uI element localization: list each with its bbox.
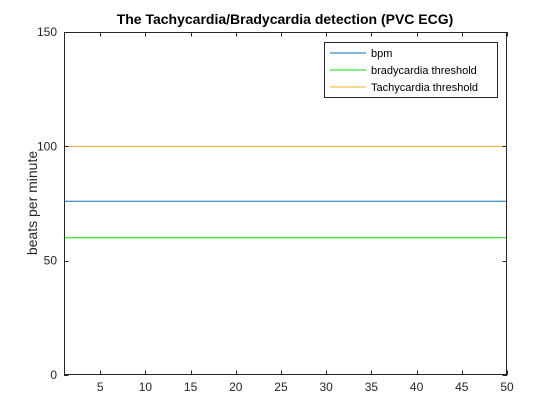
x-tick-label: 20 (229, 380, 243, 394)
x-tick-label: 45 (455, 380, 469, 394)
axes-layer (64, 32, 507, 375)
chart-title: The Tachycardia/Bradycardia detection (P… (117, 11, 454, 27)
x-tick-label: 30 (320, 380, 334, 394)
x-tick-label: 10 (139, 380, 153, 394)
x-tick-label: 40 (410, 380, 424, 394)
ticks-layer: 5 10 15 20 25 30 35 40 45 50 0 50 100 150 (37, 25, 514, 394)
y-tick-label: 50 (44, 254, 58, 268)
y-tick-label: 100 (37, 139, 57, 153)
x-tick-label: 35 (365, 380, 379, 394)
x-tick-label: 25 (274, 380, 288, 394)
y-axis-label: beats per minute (24, 151, 40, 255)
y-tick-label: 150 (37, 25, 57, 39)
legend: bpm bradycardia threshold Tachycardia thre… (324, 42, 498, 98)
x-tick-label: 50 (500, 380, 514, 394)
series-layer (64, 145, 507, 239)
y-tick-label: 0 (50, 368, 57, 382)
axes-box (64, 32, 507, 375)
legend-label-1: bradycardia threshold (371, 65, 477, 77)
legend-label-0: bpm (371, 48, 392, 60)
x-tick-label: 5 (97, 380, 104, 394)
x-tick-label: 15 (184, 380, 198, 394)
legend-label-2: Tachycardia threshold (371, 82, 478, 94)
